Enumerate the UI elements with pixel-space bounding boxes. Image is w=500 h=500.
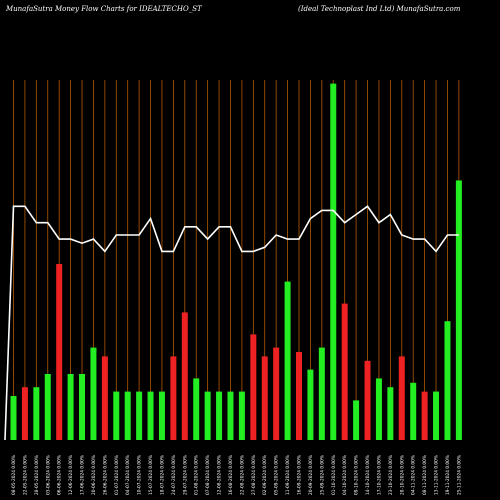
x-tick-label: 06-06-2024 0.00%	[57, 455, 63, 495]
money-flow-bar	[330, 83, 337, 440]
money-flow-bar	[433, 391, 440, 440]
money-flow-line	[4, 205, 459, 441]
x-tick-label: 09-10-2024 0.00%	[354, 455, 360, 495]
x-tick-label: 08-11-2024 0.00%	[422, 455, 428, 495]
money-flow-bar	[444, 321, 451, 440]
money-flow-bar	[250, 334, 257, 440]
money-flow-bar	[124, 391, 131, 440]
money-flow-bar	[67, 374, 74, 440]
money-flow-bar	[33, 387, 40, 440]
x-tick-label: 16-08-2024 0.00%	[228, 455, 234, 495]
x-tick-label: 22-08-2024 0.00%	[239, 455, 245, 495]
money-flow-bar	[56, 264, 63, 440]
money-flow-bar	[307, 369, 314, 440]
x-tick-label: 28-05-2024 0.00%	[34, 455, 40, 495]
x-tick-label: 04-10-2024 0.00%	[342, 455, 348, 495]
x-tick-label: 04-07-2024 0.00%	[125, 455, 131, 495]
money-flow-bar	[284, 281, 291, 440]
x-tick-label: 20-06-2024 0.00%	[91, 455, 97, 495]
money-flow-bar	[90, 347, 97, 440]
money-flow-bar	[147, 391, 154, 440]
money-flow-bar	[318, 347, 325, 440]
x-axis-labels: 08-05-2024 0.00% 22-05-2024 0.00% 28-05-20…	[11, 455, 462, 495]
x-tick-label: 15-07-2024 0.00%	[148, 455, 154, 495]
x-tick-label: 25-11-2024 0.00%	[456, 455, 462, 495]
x-tick-label: 28-10-2024 0.00%	[399, 455, 405, 495]
x-tick-label: 23-10-2024 0.00%	[388, 455, 394, 495]
money-flow-bar	[158, 391, 165, 440]
x-tick-label: 01-07-2024 0.00%	[114, 455, 120, 495]
x-tick-label: 10-07-2024 0.00%	[137, 455, 143, 495]
money-flow-bar	[204, 391, 211, 440]
x-tick-label: 24-07-2024 0.00%	[171, 455, 177, 495]
x-tick-label: 17-10-2024 0.00%	[376, 455, 382, 495]
money-flow-bar	[341, 303, 348, 440]
x-tick-label: 19-11-2024 0.00%	[445, 455, 451, 495]
money-flow-bar	[193, 378, 200, 440]
money-flow-bar	[238, 391, 245, 440]
x-tick-label: 26-06-2024 0.00%	[102, 455, 108, 495]
money-flow-bar	[364, 360, 371, 440]
money-flow-bar	[181, 312, 188, 440]
money-flow-bar	[216, 391, 223, 440]
x-tick-label: 17-06-2024 0.00%	[80, 455, 86, 495]
chart-title-left: MunafaSutra Money Flow Charts for IDEALT…	[5, 5, 203, 13]
x-tick-label: 07-08-2024 0.00%	[205, 455, 211, 495]
money-flow-bar	[136, 391, 143, 440]
money-flow-bar	[101, 356, 108, 440]
x-tick-label: 11-09-2024 0.00%	[285, 455, 291, 495]
money-flow-bar	[398, 356, 405, 440]
money-flow-bar	[273, 347, 280, 440]
money-flow-bars	[10, 83, 462, 440]
x-tick-label: 12-06-2024 0.00%	[68, 455, 74, 495]
x-tick-label: 03-06-2024 0.00%	[45, 455, 51, 495]
x-tick-label: 27-08-2024 0.00%	[251, 455, 257, 495]
money-flow-bar	[227, 391, 234, 440]
chart-title-right: (Ideal Technoplast Ind Ltd) MunafaSutra.…	[298, 5, 461, 13]
x-tick-label: 04-11-2024 0.00%	[411, 455, 417, 495]
x-tick-label: 29-07-2024 0.00%	[182, 455, 188, 495]
money-flow-bar	[261, 356, 268, 440]
x-tick-label: 02-09-2024 0.00%	[262, 455, 268, 495]
money-flow-bar	[21, 387, 28, 440]
money-flow-bar	[410, 382, 417, 440]
x-tick-label: 20-09-2024 0.00%	[308, 455, 314, 495]
money-flow-bar	[113, 391, 120, 440]
x-tick-label: 08-05-2024 0.00%	[11, 455, 17, 495]
x-tick-label: 13-11-2024 0.00%	[434, 455, 440, 495]
x-tick-label: 12-08-2024 0.00%	[217, 455, 223, 495]
money-flow-bar	[170, 356, 177, 440]
money-flow-bar	[10, 396, 17, 440]
x-tick-label: 16-09-2024 0.00%	[297, 455, 303, 495]
x-tick-label: 14-10-2024 0.00%	[365, 455, 371, 495]
money-flow-bar	[79, 374, 86, 440]
money-flow-bar	[44, 374, 51, 440]
x-tick-label: 22-05-2024 0.00%	[22, 455, 28, 495]
money-flow-bar	[421, 391, 428, 440]
x-tick-label: 25-09-2024 0.00%	[319, 455, 325, 495]
x-tick-label: 18-07-2024 0.00%	[159, 455, 165, 495]
money-flow-bar	[296, 352, 302, 440]
x-tick-label: 05-09-2024 0.00%	[274, 455, 280, 495]
money-flow-bar	[387, 387, 394, 440]
money-flow-bar	[455, 180, 462, 440]
money-flow-bar	[353, 400, 360, 440]
x-tick-label: 01-10-2024 0.00%	[331, 455, 337, 495]
money-flow-bar	[375, 378, 382, 440]
x-tick-label: 01-08-2024 0.00%	[194, 455, 200, 495]
